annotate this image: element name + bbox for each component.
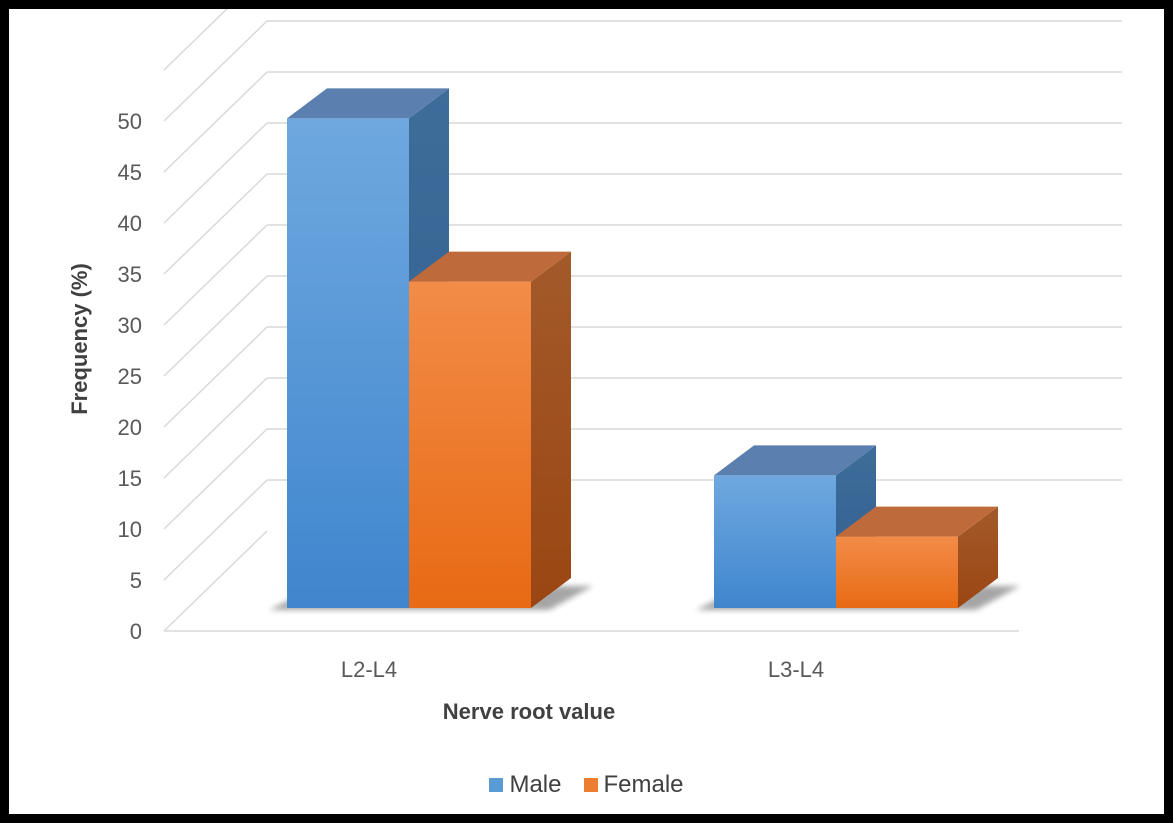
y-tick-label: 20 — [118, 415, 142, 440]
y-tick-label: 35 — [118, 262, 142, 287]
bar-female-l3-l4 — [836, 506, 998, 608]
x-tick-label: L3-L4 — [768, 657, 824, 682]
legend-item-female: Female — [583, 771, 684, 799]
chart-frame: 0 5 10 15 20 25 30 35 40 45 50 L2-L4 L3-L4 Nerve ro… — [9, 9, 1164, 814]
legend: Male Female — [9, 771, 1164, 799]
legend-label: Male — [509, 771, 562, 798]
legend-item-male: Male — [489, 771, 562, 799]
y-tick-label: 15 — [118, 466, 142, 491]
gridline — [163, 20, 1122, 122]
x-tick-label: L2-L4 — [341, 657, 397, 682]
y-tick-label: 5 — [130, 568, 142, 593]
y-tick-label: 25 — [118, 364, 142, 389]
y-axis-title: Frequency (%) — [67, 263, 92, 415]
gridline — [163, 71, 1122, 173]
legend-swatch — [583, 778, 598, 792]
y-tick-label: 50 — [118, 109, 142, 134]
y-tick-label: 0 — [130, 619, 142, 644]
y-tick-label: 40 — [118, 211, 142, 236]
gridline — [163, 9, 228, 71]
legend-swatch — [489, 778, 504, 792]
y-tick-label: 10 — [118, 517, 142, 542]
y-tick-label: 30 — [118, 313, 142, 338]
legend-label: Female — [603, 771, 684, 798]
y-tick-label: 45 — [118, 160, 142, 185]
bar-chart: 0 5 10 15 20 25 30 35 40 45 50 L2-L4 L3-L4 Nerve ro… — [67, 9, 1122, 724]
bar-female-l2-l4 — [409, 251, 571, 608]
x-axis-title: Nerve root value — [443, 699, 615, 724]
gridline — [163, 530, 268, 632]
